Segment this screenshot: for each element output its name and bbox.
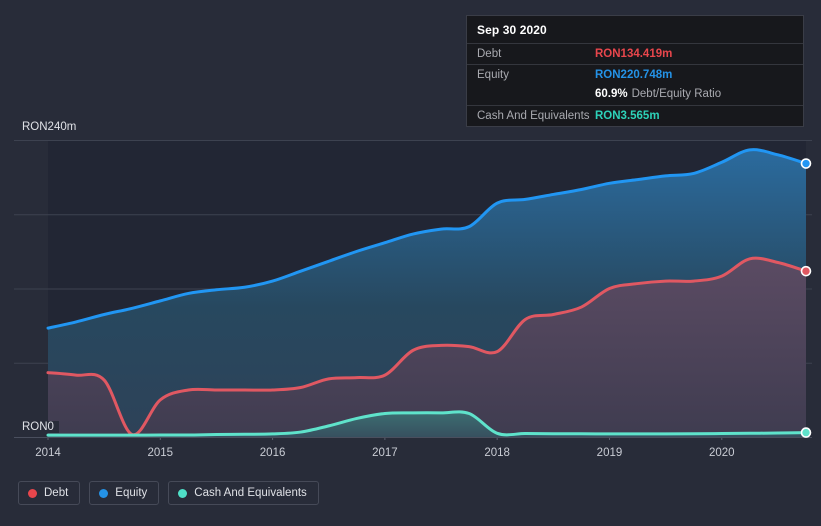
x-axis-tick-2016: 2016 xyxy=(259,447,286,459)
tooltip-debt-label: Debt xyxy=(477,48,502,60)
legend-color-dot-icon xyxy=(99,488,109,498)
chart-tooltip: Sep 30 2020 Debt RON134.419m Equity RON2… xyxy=(466,15,804,127)
tooltip-debt-value: RON134.419m xyxy=(595,48,673,60)
tooltip-row-ratio: 60.9% Debt/Equity Ratio xyxy=(467,85,803,105)
legend-label: Debt xyxy=(44,487,69,499)
legend-label: Cash And Equivalents xyxy=(194,487,307,499)
x-axis-tick-2015: 2015 xyxy=(147,447,174,459)
legend-color-dot-icon xyxy=(28,488,37,498)
tooltip-cash-label: Cash And Equivalents xyxy=(477,110,590,122)
legend-item-debt[interactable]: Debt xyxy=(18,481,81,505)
tooltip-ratio-percent: 60.9% xyxy=(595,88,628,100)
chart-legend: Debt Equity Cash And Equivalents xyxy=(18,481,319,505)
tooltip-row-equity: Equity RON220.748m xyxy=(467,64,803,85)
legend-item-cash-and-equivalents[interactable]: Cash And Equivalents xyxy=(168,481,319,505)
x-axis-tick-2019: 2019 xyxy=(596,447,623,459)
tooltip-equity-value: RON220.748m xyxy=(595,69,673,81)
tooltip-equity-label: Equity xyxy=(477,69,509,81)
tooltip-row-debt: Debt RON134.419m xyxy=(467,43,803,64)
legend-item-equity[interactable]: Equity xyxy=(89,481,160,505)
tooltip-cash-value: RON3.565m xyxy=(595,110,660,122)
legend-color-dot-icon xyxy=(178,488,188,498)
tooltip-row-cash: Cash And Equivalents RON3.565m xyxy=(467,105,803,126)
tooltip-ratio-label: Debt/Equity Ratio xyxy=(631,88,722,100)
y-axis-zero-label: RON0 xyxy=(16,421,59,433)
y-axis-top-label: RON240m xyxy=(16,121,82,133)
x-axis-tick-2020: 2020 xyxy=(708,447,735,459)
x-axis-tick-2014: 2014 xyxy=(35,447,61,459)
x-axis-tick-2017: 2017 xyxy=(372,447,398,459)
legend-label: Equity xyxy=(115,487,148,499)
x-axis-tick-2018: 2018 xyxy=(484,447,510,459)
tooltip-date: Sep 30 2020 xyxy=(477,23,547,37)
